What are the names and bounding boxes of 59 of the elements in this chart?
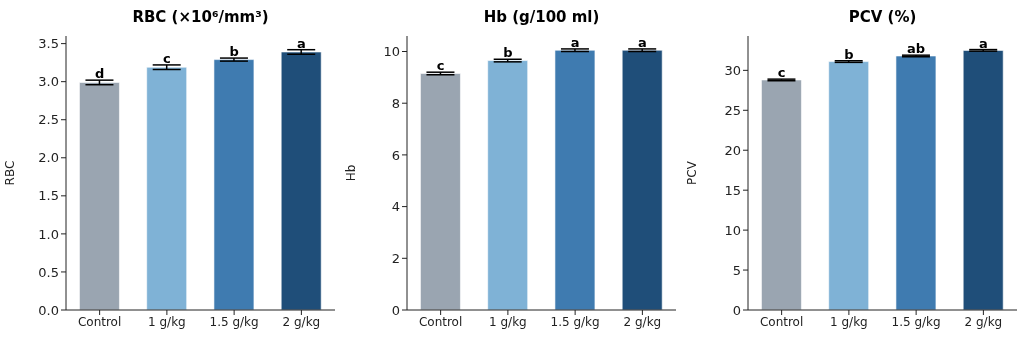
y-tick-label: 30 [724, 62, 741, 78]
bar [419, 72, 461, 310]
x-tick-label: 1 g/kg [830, 314, 868, 329]
bar [895, 55, 937, 310]
x-tick-label: 1 g/kg [489, 314, 527, 329]
y-tick-label: 25 [724, 102, 741, 118]
chart-title: PCV (%) [847, 8, 918, 26]
y-axis-title: PCV [685, 160, 700, 185]
y-tick-label: 2 [391, 250, 400, 266]
y-axis-title: Hb [344, 164, 359, 182]
bar [760, 79, 802, 310]
chart-title: Hb (g/100 ml) [482, 8, 601, 26]
y-tick-label: 8 [391, 95, 400, 111]
bar [487, 60, 529, 310]
y-axis-title: RBC [3, 160, 18, 186]
y-tick-label: 4 [391, 199, 400, 215]
x-tick-label: 2 g/kg [282, 314, 321, 329]
annotation: c [777, 65, 786, 81]
annotation: a [637, 34, 647, 50]
x-tick-label: Control [759, 314, 804, 329]
annotation: d [94, 66, 105, 82]
annotation: b [229, 44, 239, 60]
y-tick-label: 0 [391, 302, 400, 318]
bar [621, 49, 663, 310]
bar [962, 49, 1004, 310]
x-tick-label: Control [418, 314, 463, 329]
y-tick-label: 10 [383, 44, 400, 60]
y-tick-label: 6 [391, 147, 400, 163]
bar [828, 61, 870, 310]
y-tick-label: 3.5 [38, 36, 59, 52]
y-tick-label: 1.0 [38, 226, 59, 242]
x-tick-label: 1 g/kg [148, 314, 186, 329]
y-tick-label: 2.5 [38, 112, 59, 128]
y-tick-label: 15 [724, 182, 741, 198]
y-tick-label: 2.0 [38, 150, 59, 166]
x-tick-label: 1.5 g/kg [550, 314, 600, 329]
x-tick-label: 2 g/kg [964, 314, 1003, 329]
annotation: a [978, 35, 988, 51]
y-tick-label: 0.5 [38, 264, 59, 280]
y-tick-label: 1.5 [38, 188, 59, 204]
y-tick-label: 20 [724, 142, 741, 158]
x-tick-label: 2 g/kg [623, 314, 662, 329]
y-tick-label: 0 [732, 302, 741, 318]
annotation: c [436, 58, 445, 74]
x-tick-label: 1.5 g/kg [891, 314, 941, 329]
x-tick-label: 1.5 g/kg [209, 314, 259, 329]
bar [554, 49, 596, 310]
y-tick-label: 3.0 [38, 74, 59, 90]
annotation: b [844, 46, 854, 62]
y-tick-label: 10 [724, 222, 741, 238]
y-tick-label: 5 [732, 262, 741, 278]
annotation: a [296, 35, 306, 51]
y-tick-label: 0.0 [38, 302, 59, 318]
annotation: a [570, 34, 580, 50]
annotation: c [163, 50, 171, 66]
annotation: ab [907, 41, 926, 57]
chart-title: RBC (×10⁶/mm³) [131, 8, 270, 26]
annotation: b [503, 45, 513, 61]
x-tick-label: Control [77, 314, 122, 329]
